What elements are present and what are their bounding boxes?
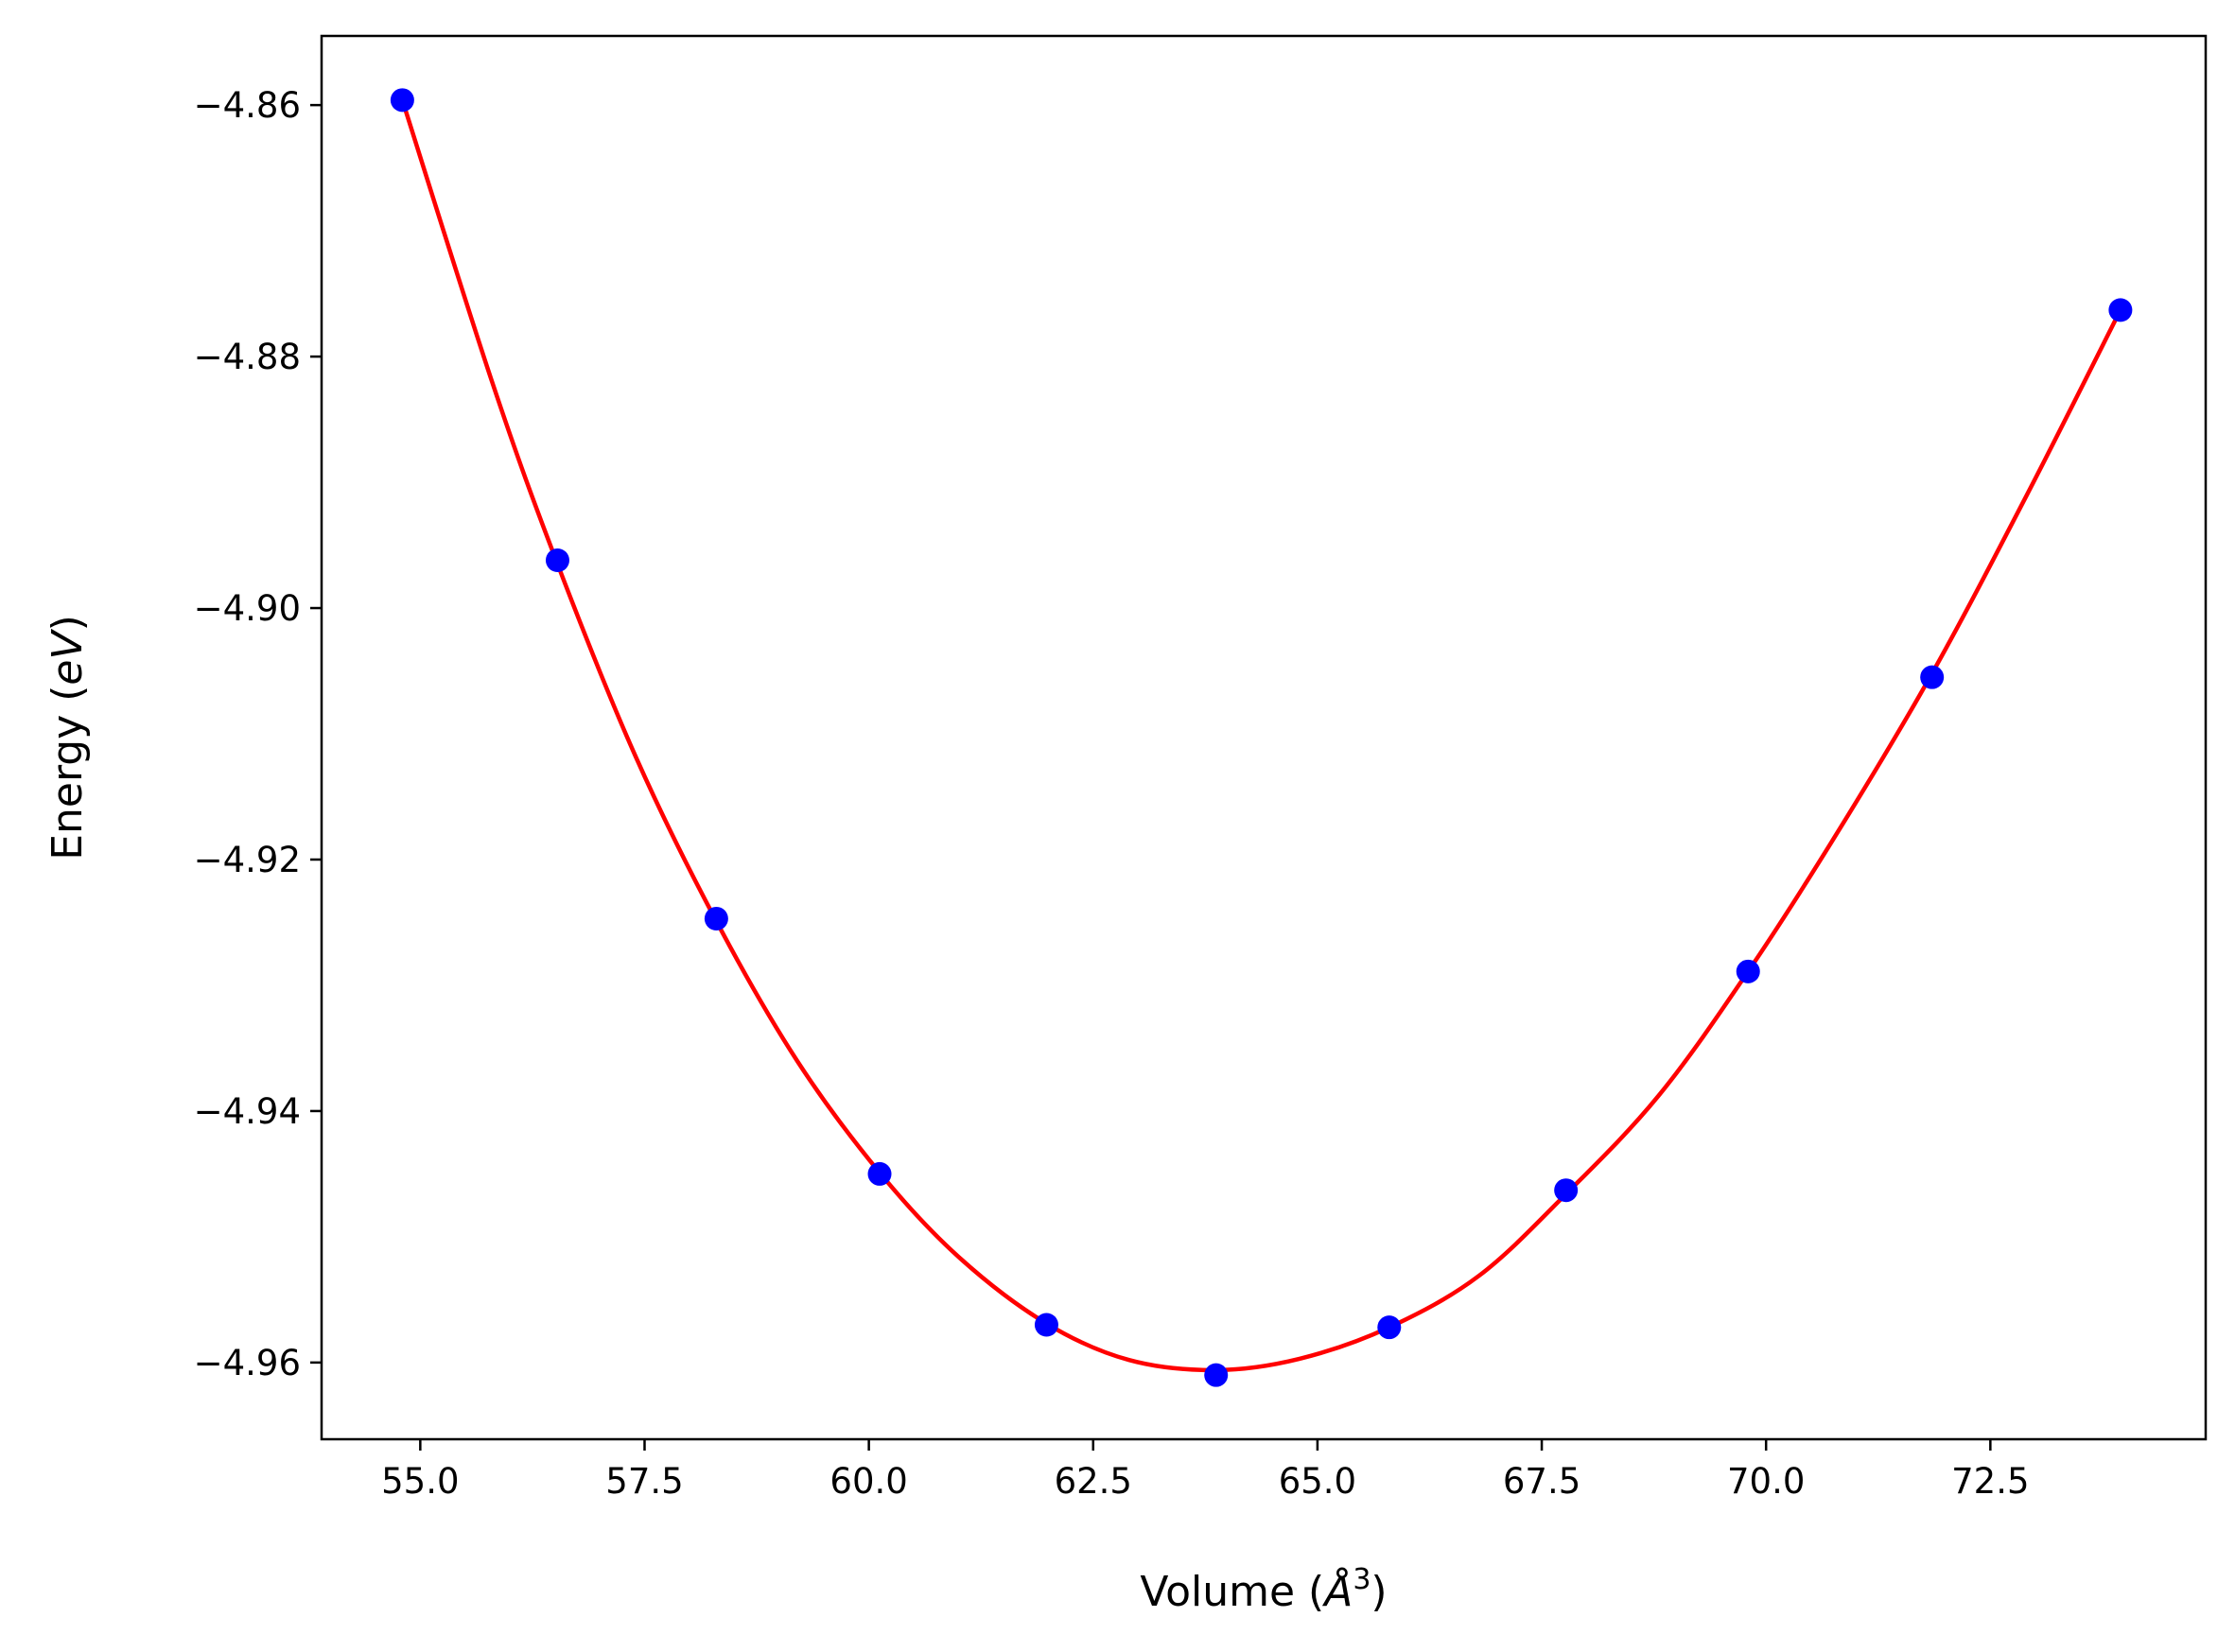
y-tick-label: −4.92 [194,840,301,880]
data-point [1377,1315,1402,1340]
data-point [1920,665,1945,689]
y-tick-label: −4.90 [194,588,301,629]
y-tick-label: −4.96 [194,1343,301,1383]
x-tick-label: 67.5 [1503,1461,1580,1502]
y-axis-title-unit: eV [44,629,92,686]
x-tick-label: 70.0 [1727,1461,1805,1502]
y-axis-title: Energy (eV) [44,615,92,861]
y-axis-title-close: ) [44,615,92,631]
x-tick-label: 60.0 [829,1461,907,1502]
x-tick-label: 72.5 [1951,1461,2029,1502]
data-point [390,88,414,113]
data-series [390,88,2133,1387]
plot-area [322,36,2206,1439]
x-tick-label: 57.5 [605,1461,683,1502]
y-tick-label: −4.88 [194,337,301,377]
data-point [2108,298,2133,322]
data-point [867,1161,892,1186]
y-tick-label: −4.86 [194,85,301,126]
data-point [1554,1178,1579,1203]
x-tick-label: 65.0 [1279,1461,1356,1502]
x-axis-title: Volume (Å3) [1140,1563,1387,1616]
data-point [1204,1363,1229,1387]
data-point [545,548,569,573]
y-axis-ticks: −4.86 −4.88 −4.90 −4.92 −4.94 −4.96 [194,85,322,1383]
plot-frame [320,34,2208,1441]
fit-curve-line [400,99,2122,1373]
x-axis-title-power: 3 [1353,1563,1371,1596]
y-tick-label: −4.94 [194,1091,301,1132]
x-axis-title-text: Volume ( [1140,1568,1324,1616]
x-axis-ticks: 55.0 57.5 60.0 62.5 65.0 67.5 70.0 72.5 [381,1439,2030,1502]
x-tick-label: 55.0 [381,1461,459,1502]
y-axis-title-text: Energy ( [44,686,92,861]
data-point [1034,1313,1058,1337]
data-point [704,906,728,930]
x-axis-title-close: ) [1371,1568,1387,1616]
x-tick-label: 62.5 [1055,1461,1132,1502]
x-axis-title-symbol: Å [1321,1566,1353,1616]
data-point [1736,959,1760,983]
